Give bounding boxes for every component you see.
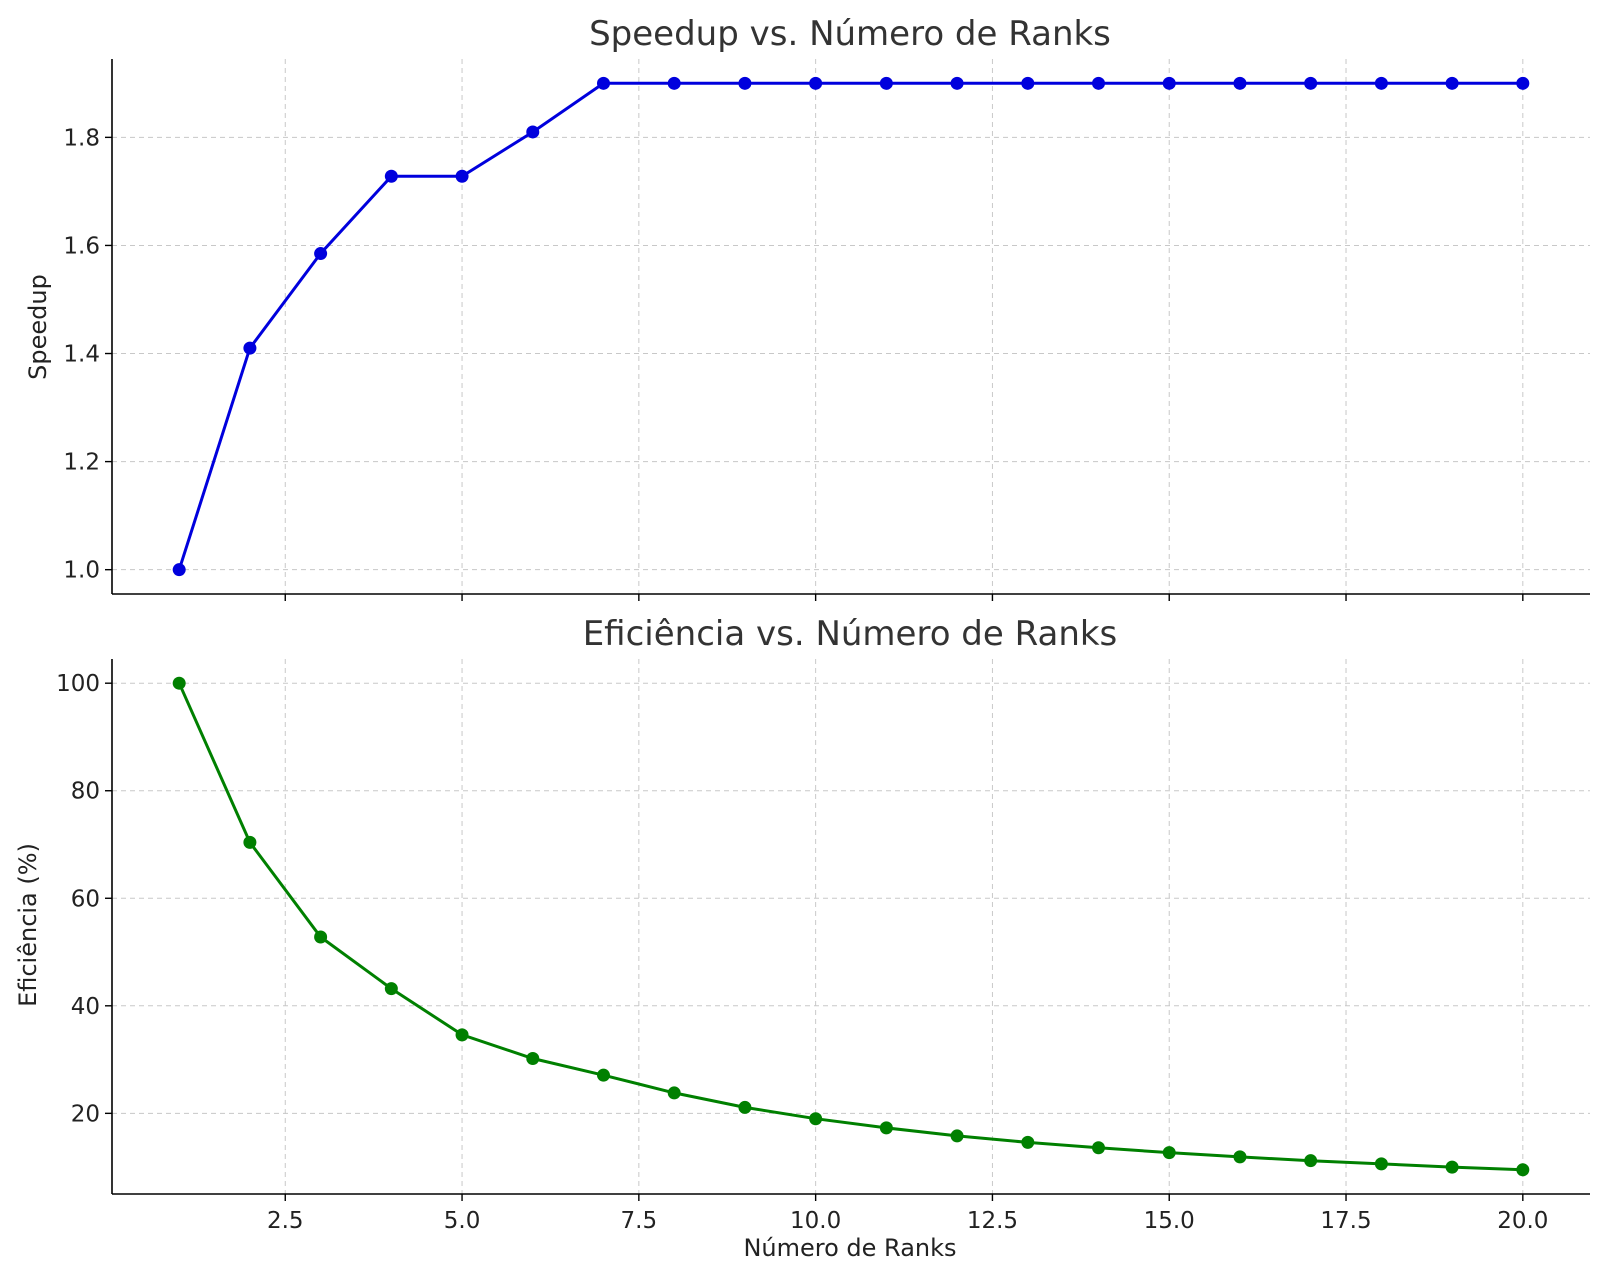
speedup-series-line <box>177 81 1523 571</box>
speedup-data-point <box>1162 76 1176 90</box>
efficiency-y-tick-label: 60 <box>71 886 100 912</box>
speedup-data-point <box>1233 76 1247 90</box>
speedup-data-point <box>879 76 893 90</box>
efficiency-data-point <box>596 1068 610 1082</box>
x-axis-label: Número de Ranks <box>743 1234 956 1262</box>
efficiency-data-point <box>526 1052 540 1066</box>
speedup-data-point <box>384 169 398 183</box>
speedup-series <box>172 76 1530 577</box>
efficiency-x-tick-label: 5.0 <box>444 1208 481 1234</box>
speedup-data-point <box>1304 76 1318 90</box>
efficiency-data-point <box>243 835 257 849</box>
speedup-data-point <box>314 247 328 261</box>
efficiency-data-point <box>1092 1141 1106 1155</box>
efficiency-grid <box>112 659 1590 1194</box>
efficiency-data-point <box>1304 1154 1318 1168</box>
speedup-grid <box>112 59 1590 594</box>
efficiency-data-point <box>455 1028 469 1042</box>
efficiency-data-point <box>809 1112 823 1126</box>
speedup-data-point <box>243 341 257 355</box>
efficiency-data-point <box>1162 1146 1176 1160</box>
speedup-y-axis-label: Speedup <box>24 274 52 380</box>
efficiency-data-point <box>667 1086 681 1100</box>
speedup-data-point <box>455 169 469 183</box>
efficiency-x-tick-label: 15.0 <box>1144 1208 1195 1234</box>
efficiency-x-tick-label: 17.5 <box>1320 1208 1371 1234</box>
efficiency-y-axis-label: Eficiência (%) <box>14 843 42 1007</box>
efficiency-x-tick-label: 7.5 <box>621 1208 658 1234</box>
efficiency-x-tick-label: 20.0 <box>1497 1208 1548 1234</box>
speedup-chart-title: Speedup vs. Número de Ranks <box>589 14 1111 54</box>
speedup-data-point <box>526 125 540 139</box>
efficiency-chart-title: Eficiência vs. Número de Ranks <box>583 614 1118 654</box>
efficiency-x-tick-label: 10.0 <box>790 1208 841 1234</box>
speedup-data-point <box>738 76 752 90</box>
speedup-data-point <box>667 76 681 90</box>
efficiency-x-tick-label: 2.5 <box>267 1208 304 1234</box>
speedup-y-tick-label: 1.4 <box>63 342 100 368</box>
efficiency-data-point <box>950 1129 964 1143</box>
speedup-y-tick-label: 1.8 <box>63 125 100 151</box>
speedup-data-point <box>1374 76 1388 90</box>
efficiency-series-line <box>177 682 1523 1172</box>
efficiency-data-point <box>1516 1163 1530 1177</box>
speedup-y-tick-label: 1.0 <box>63 558 100 584</box>
speedup-data-point <box>1021 76 1035 90</box>
efficiency-data-point <box>1021 1135 1035 1149</box>
speedup-data-point <box>596 76 610 90</box>
efficiency-axes: 2.5 5.0 7.5 10.0 12.5 15.0 17.5 20.0 20 40 60 80 100 <box>56 659 1590 1234</box>
efficiency-y-tick-label: 80 <box>71 779 100 805</box>
efficiency-data-point <box>384 982 398 996</box>
speedup-chart: Speedup vs. Número de Ranks Speedup 1.01… <box>24 14 1590 601</box>
efficiency-chart: Eficiência vs. Número de Ranks Eficiênci… <box>14 614 1590 1262</box>
speedup-data-point <box>172 563 186 577</box>
speedup-y-tick-label: 1.6 <box>63 233 100 259</box>
efficiency-y-tick-label: 100 <box>56 671 100 697</box>
efficiency-x-tick-label: 12.5 <box>967 1208 1018 1234</box>
speedup-data-point <box>809 76 823 90</box>
efficiency-data-point <box>314 930 328 944</box>
efficiency-series <box>172 676 1530 1177</box>
efficiency-data-point <box>1233 1150 1247 1164</box>
speedup-data-point <box>1092 76 1106 90</box>
efficiency-data-point <box>172 676 186 690</box>
speedup-axes: 1.0 1.2 1.4 1.6 1.8 <box>63 59 1590 601</box>
efficiency-data-point <box>1374 1157 1388 1171</box>
speedup-y-tick-label: 1.2 <box>63 450 100 476</box>
efficiency-y-tick-label: 40 <box>71 994 100 1020</box>
efficiency-data-point <box>879 1121 893 1135</box>
speedup-data-point <box>950 76 964 90</box>
speedup-data-point <box>1445 76 1459 90</box>
efficiency-y-tick-label: 20 <box>71 1101 100 1127</box>
efficiency-data-point <box>738 1100 752 1114</box>
speedup-data-point <box>1516 76 1530 90</box>
efficiency-data-point <box>1445 1160 1459 1174</box>
